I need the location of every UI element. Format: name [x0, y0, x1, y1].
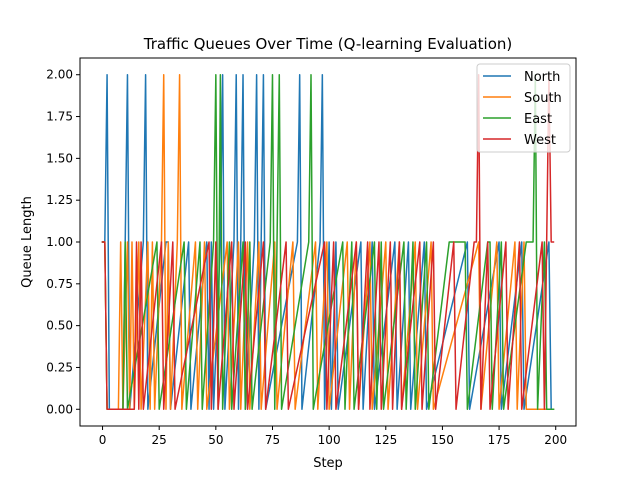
- x-tick-label: 50: [208, 433, 223, 447]
- y-tick-label: 1.75: [46, 110, 73, 124]
- y-tick-label: 0.25: [46, 360, 73, 374]
- legend-box: [476, 63, 571, 153]
- chart-title: Traffic Queues Over Time (Q-learning Eva…: [143, 35, 512, 53]
- y-tick-label: 1.50: [46, 151, 73, 165]
- legend: North South East West: [476, 63, 571, 153]
- y-tick-label: 0.50: [46, 319, 73, 333]
- series-line-east: [101, 73, 555, 411]
- x-tick-label: 0: [99, 433, 107, 447]
- y-tick-label: 2.00: [46, 68, 73, 82]
- legend-label-south: South: [524, 91, 562, 106]
- x-tick-label: 175: [488, 433, 511, 447]
- series-line-south: [101, 73, 555, 411]
- y-tick-label: 0.00: [46, 402, 73, 416]
- legend-label-east: East: [524, 112, 552, 127]
- x-tick-label: 200: [544, 433, 567, 447]
- x-tick-label: 100: [318, 433, 341, 447]
- series-layer: [101, 73, 555, 411]
- x-tick-label: 25: [152, 433, 167, 447]
- x-axis-ticks: 0 25 50 75 100 125 150 175 200: [99, 426, 567, 447]
- y-axis-label: Queue Length: [20, 196, 35, 288]
- x-tick-label: 150: [431, 433, 454, 447]
- x-tick-label: 125: [374, 433, 397, 447]
- y-axis-ticks: 0.00 0.25 0.50 0.75 1.00 1.25 1.50 1.75 2.00: [46, 68, 80, 416]
- x-axis-label: Step: [313, 456, 343, 471]
- x-tick-label: 75: [265, 433, 280, 447]
- legend-label-north: North: [524, 70, 560, 85]
- y-tick-label: 1.00: [46, 235, 73, 249]
- y-tick-label: 1.25: [46, 193, 73, 207]
- series-line-west: [101, 73, 555, 411]
- legend-label-west: West: [524, 133, 556, 148]
- y-tick-label: 0.75: [46, 277, 73, 291]
